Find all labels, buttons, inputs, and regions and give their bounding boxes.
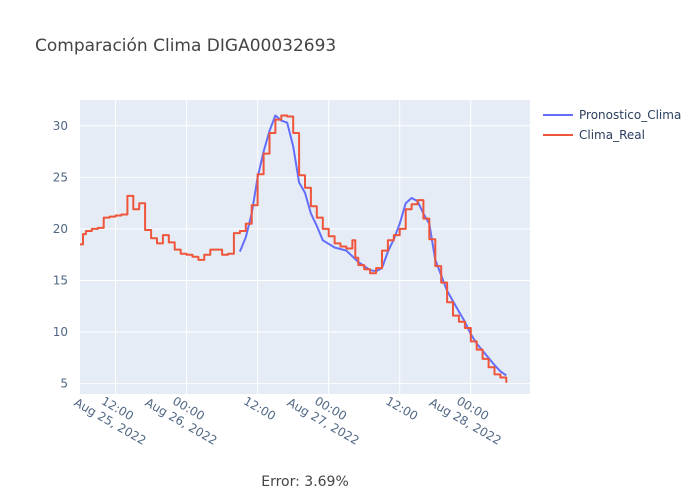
series-line-clima-real [80,114,508,383]
legend-item-1[interactable]: Clima_Real [543,128,645,142]
x-tick-label-2: 12:00 [241,394,278,423]
legend-label-0: Pronostico_Clima [579,108,681,122]
x-tick-label-4: 12:00 [383,394,420,423]
chart-title: Comparación Clima DIGA00032693 [35,36,336,56]
y-axis-ticks: 5 10 15 20 25 30 [53,119,68,391]
legend-label-1: Clima_Real [579,128,645,142]
legend[interactable]: Pronostico_Clima Clima_Real [543,108,681,142]
y-tick-label-1: 10 [53,325,68,339]
y-tick-label-5: 30 [53,119,68,133]
error-label: Error: 3.69% [261,474,349,490]
series-layer [80,114,508,383]
y-tick-label-4: 25 [53,170,68,184]
y-tick-label-0: 5 [60,377,68,391]
legend-item-0[interactable]: Pronostico_Clima [543,108,681,122]
y-tick-label-3: 20 [53,222,68,236]
plot-background [80,100,530,394]
y-tick-label-2: 15 [53,274,68,288]
